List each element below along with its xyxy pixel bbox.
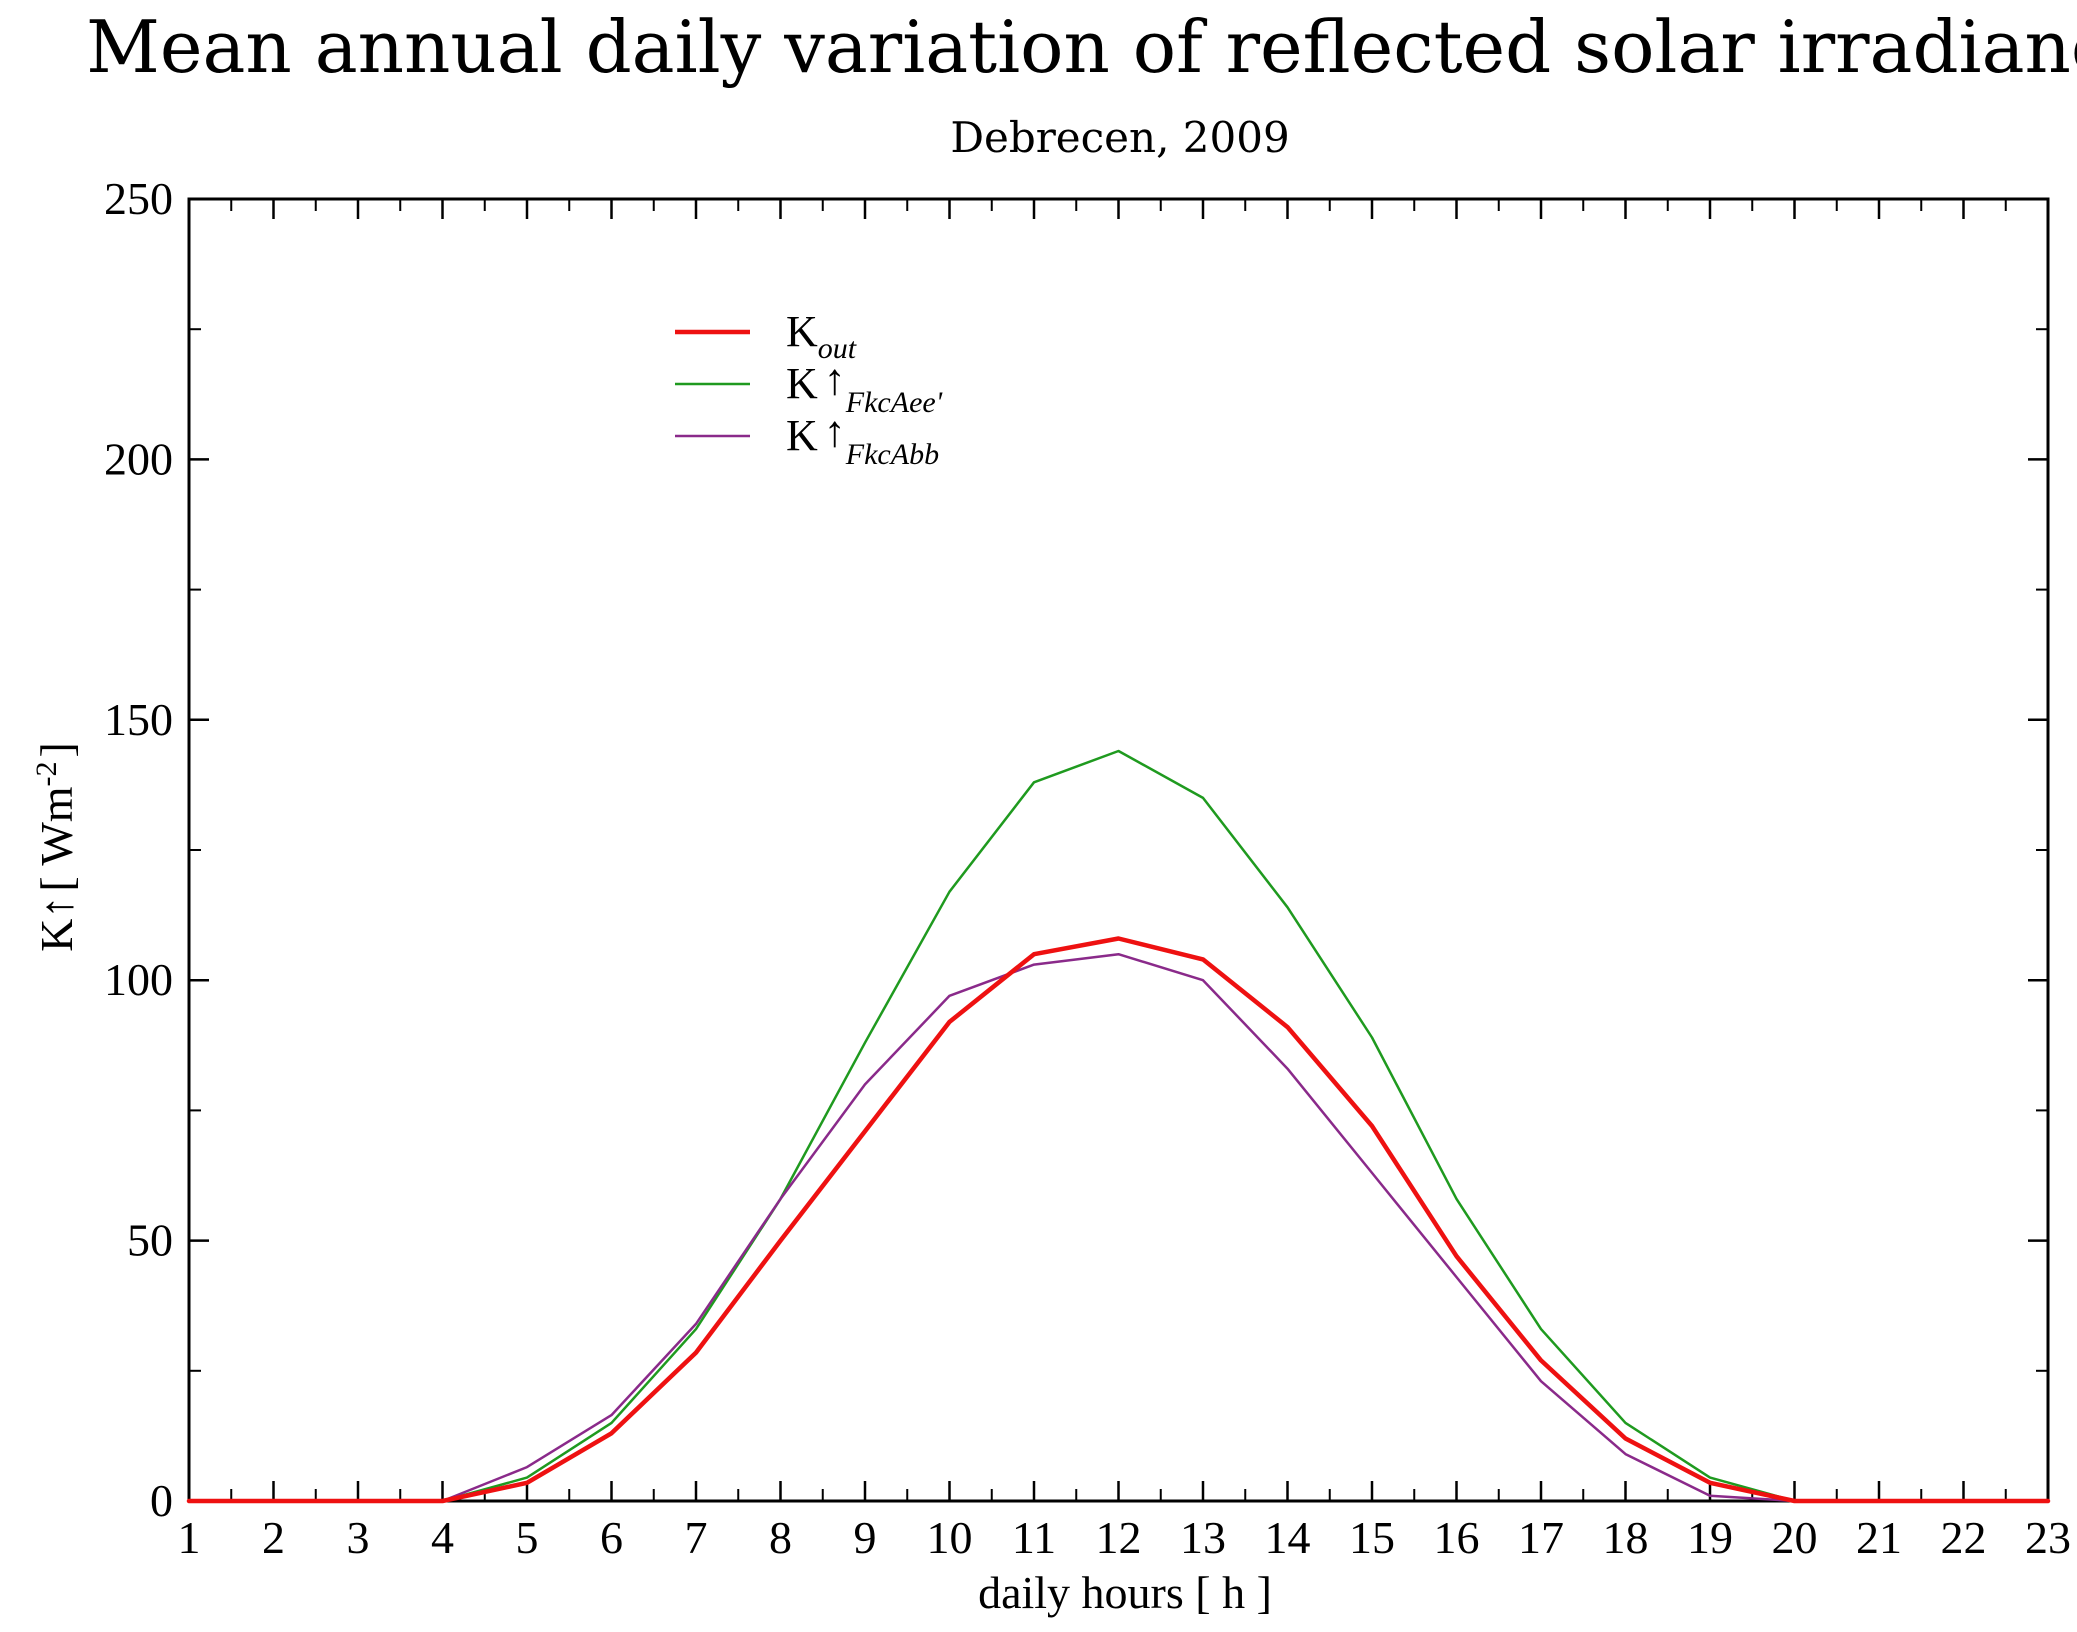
- axis-ticks: [187, 197, 2050, 1503]
- y-axis-label-main: K: [31, 919, 82, 952]
- legend-item: K ↑FkcAbb: [675, 407, 939, 471]
- x-tick-label: 16: [1434, 1512, 1480, 1563]
- legend-label-main: K: [786, 359, 818, 408]
- legend-item: Kout: [675, 307, 857, 365]
- legend-label: K ↑FkcAbb: [786, 407, 939, 471]
- legend-label-arrow: ↑: [824, 355, 846, 404]
- y-tick-labels: 0 50 100 150 200 250: [104, 173, 173, 1526]
- x-tick-label: 7: [685, 1512, 708, 1563]
- series-line-0: [186, 936, 2051, 1504]
- legend-label-arrow: ↑: [824, 407, 846, 456]
- legend-label: Kout: [786, 307, 857, 365]
- legend-item: K ↑FkcAee': [675, 355, 943, 419]
- x-tick-label: 1: [178, 1512, 201, 1563]
- x-tick-label: 4: [431, 1512, 454, 1563]
- x-tick-label: 14: [1265, 1512, 1311, 1563]
- legend-label-sub: FkcAbb: [845, 438, 939, 471]
- x-tick-label: 23: [2025, 1512, 2071, 1563]
- y-axis-label-arrow: ↑: [31, 896, 82, 919]
- x-tick-label: 18: [1603, 1512, 1649, 1563]
- x-tick-label: 21: [1856, 1512, 1902, 1563]
- series-line-1: [187, 749, 2050, 1503]
- legend-label-sub: FkcAee': [845, 386, 943, 419]
- y-tick-label: 200: [104, 433, 173, 484]
- x-tick-label: 3: [347, 1512, 370, 1563]
- x-tick-labels: 1 2 3 4 5 6 7 8 9 10 11 12 13 14 15 16 17 18 19 20 21 22 23: [178, 1512, 2072, 1563]
- y-tick-label: 150: [104, 694, 173, 745]
- legend-label-sub: out: [818, 332, 857, 365]
- chart-subtitle: Debrecen, 2009: [950, 113, 1289, 162]
- x-tick-label: 19: [1687, 1512, 1733, 1563]
- x-tick-label: 9: [854, 1512, 877, 1563]
- x-tick-label: 17: [1518, 1512, 1564, 1563]
- x-tick-label: 20: [1772, 1512, 1818, 1563]
- series-lines: [186, 749, 2051, 1504]
- x-tick-label: 15: [1349, 1512, 1395, 1563]
- x-tick-label: 8: [769, 1512, 792, 1563]
- x-tick-label: 22: [1941, 1512, 1987, 1563]
- y-tick-label: 100: [104, 954, 173, 1005]
- y-axis-label-unit: [ Wm: [31, 786, 82, 891]
- y-axis-label: K↑ [ Wm-2]: [30, 742, 82, 952]
- legend-label-main: K: [786, 307, 818, 356]
- x-axis-label: daily hours [ h ]: [978, 1567, 1272, 1618]
- y-axis-label-close: ]: [31, 742, 82, 757]
- x-tick-label: 12: [1096, 1512, 1142, 1563]
- y-tick-label: 250: [104, 173, 173, 224]
- x-tick-label: 2: [262, 1512, 285, 1563]
- legend-label: K ↑FkcAee': [786, 355, 943, 419]
- series-line-2: [187, 952, 2050, 1503]
- legend-label-main: K: [786, 411, 818, 460]
- chart-title: Mean annual daily variation of reflected…: [86, 5, 2077, 89]
- y-tick-label: 50: [127, 1215, 173, 1266]
- x-tick-label: 13: [1180, 1512, 1226, 1563]
- x-tick-label: 10: [927, 1512, 973, 1563]
- y-axis-label-exponent: -2: [30, 761, 63, 786]
- x-tick-label: 5: [516, 1512, 539, 1563]
- x-tick-label: 6: [600, 1512, 623, 1563]
- x-tick-label: 11: [1012, 1512, 1056, 1563]
- y-tick-label: 0: [150, 1475, 173, 1526]
